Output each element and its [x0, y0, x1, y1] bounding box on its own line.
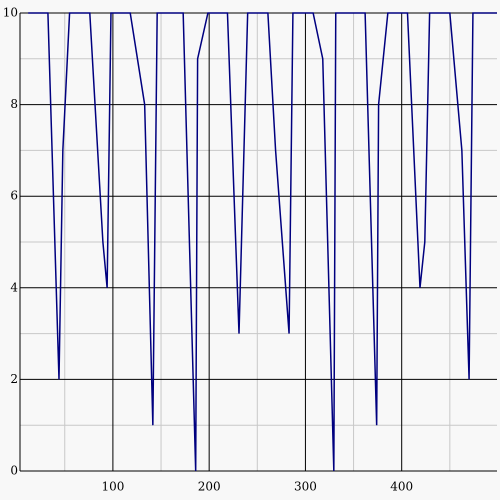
x-tick-label: 100	[101, 480, 124, 494]
y-tick-label: 6	[10, 189, 18, 203]
y-tick-label: 4	[10, 280, 18, 294]
x-tick-label: 400	[390, 480, 413, 494]
x-tick-label: 300	[294, 480, 317, 494]
y-tick-label: 8	[10, 97, 18, 111]
data-line	[28, 12, 497, 472]
x-tick-label: 200	[198, 480, 221, 494]
y-tick-label: 0	[10, 464, 18, 478]
y-tick-label: 10	[3, 6, 18, 20]
y-tick-label: 2	[10, 372, 18, 386]
